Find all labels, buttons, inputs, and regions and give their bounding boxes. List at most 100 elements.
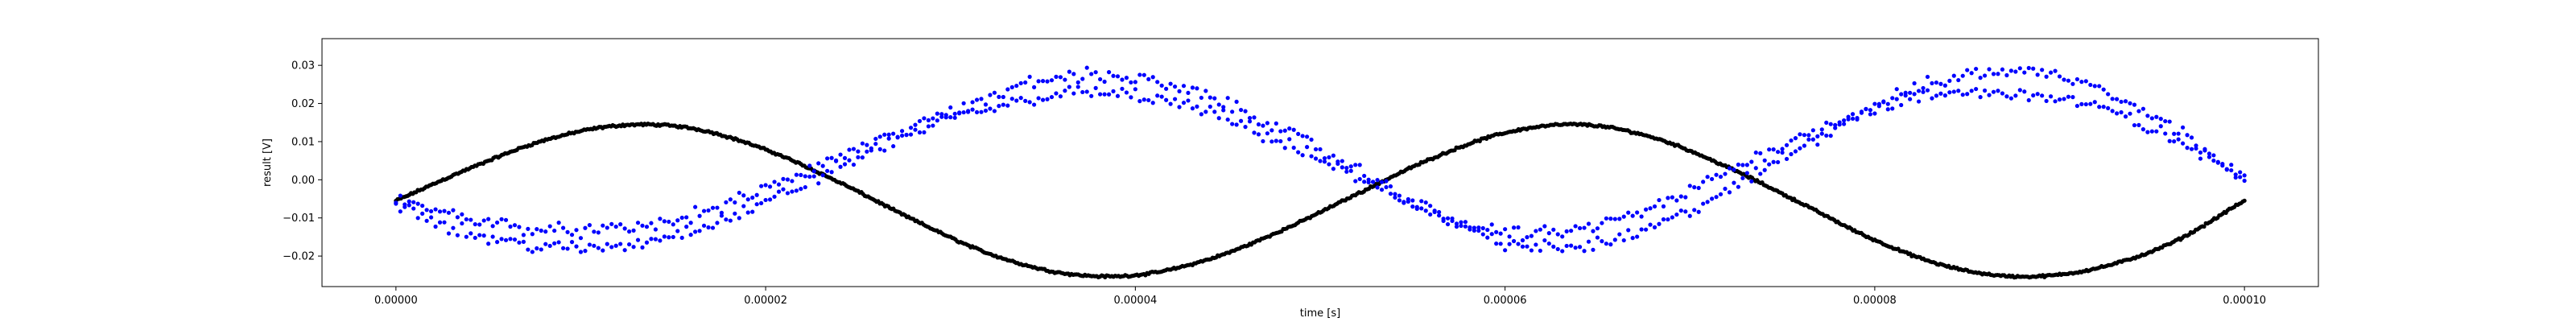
data-point bbox=[1674, 212, 1679, 217]
data-point bbox=[2008, 96, 2013, 101]
data-point bbox=[640, 223, 645, 228]
data-point bbox=[974, 109, 980, 115]
x-tick-label: 0.00000 bbox=[374, 295, 418, 307]
data-point bbox=[1243, 109, 1248, 114]
data-point bbox=[2220, 161, 2225, 167]
data-point bbox=[772, 180, 777, 184]
data-point bbox=[609, 221, 614, 226]
data-point bbox=[2013, 93, 2018, 98]
data-point bbox=[508, 224, 513, 229]
data-point bbox=[675, 229, 680, 233]
data-point bbox=[1199, 95, 1203, 101]
data-point bbox=[2202, 148, 2207, 153]
data-point bbox=[1454, 224, 1459, 229]
data-point bbox=[1054, 74, 1059, 79]
data-point bbox=[2110, 97, 2115, 101]
data-point bbox=[556, 221, 561, 225]
data-point bbox=[1049, 78, 1055, 83]
data-point bbox=[1005, 87, 1010, 92]
data-point bbox=[469, 231, 473, 236]
x-tick-label: 0.00004 bbox=[1113, 295, 1157, 307]
data-point bbox=[1437, 213, 1442, 218]
data-point bbox=[1771, 147, 1776, 152]
data-point bbox=[2074, 76, 2079, 82]
data-point bbox=[1282, 128, 1287, 133]
data-point bbox=[420, 211, 425, 216]
data-point bbox=[1045, 97, 1050, 101]
data-point bbox=[1991, 89, 1996, 94]
data-point bbox=[1643, 207, 1649, 212]
data-point bbox=[1106, 70, 1112, 75]
data-point bbox=[719, 210, 724, 215]
data-point bbox=[583, 225, 588, 230]
data-point bbox=[781, 176, 786, 181]
data-point bbox=[658, 238, 663, 243]
data-point bbox=[992, 109, 997, 114]
data-point bbox=[1274, 138, 1278, 143]
data-point bbox=[1705, 175, 1710, 180]
data-point bbox=[622, 226, 627, 231]
data-point bbox=[1018, 96, 1023, 101]
data-point bbox=[1996, 89, 2000, 93]
data-point bbox=[988, 106, 993, 111]
data-point bbox=[596, 246, 601, 250]
data-point bbox=[613, 243, 618, 248]
data-point bbox=[1564, 229, 1569, 234]
data-point bbox=[745, 197, 750, 202]
data-point bbox=[503, 217, 509, 222]
data-point bbox=[891, 144, 896, 149]
data-point bbox=[662, 234, 667, 239]
data-point bbox=[1186, 98, 1191, 103]
data-point bbox=[807, 174, 812, 180]
data-point bbox=[715, 205, 720, 210]
data-point bbox=[974, 97, 980, 102]
data-point bbox=[547, 243, 552, 249]
data-point bbox=[596, 230, 601, 235]
data-point bbox=[411, 206, 416, 211]
data-point bbox=[1868, 112, 1873, 117]
y-tick-label: 0.00 bbox=[291, 175, 315, 187]
data-point bbox=[2211, 158, 2216, 163]
data-point bbox=[1784, 156, 1790, 162]
data-point bbox=[2215, 160, 2220, 165]
data-point bbox=[1441, 218, 1446, 223]
data-point bbox=[1137, 72, 1142, 77]
data-point bbox=[1141, 72, 1146, 77]
data-point bbox=[1837, 122, 1842, 127]
data-point bbox=[1058, 75, 1063, 80]
data-point bbox=[618, 242, 623, 246]
data-point bbox=[697, 213, 702, 218]
data-point bbox=[1591, 247, 1596, 252]
data-point bbox=[508, 237, 513, 242]
data-point bbox=[1617, 217, 1622, 221]
data-point bbox=[1736, 184, 1740, 189]
data-point bbox=[1155, 93, 1160, 98]
data-point bbox=[1723, 171, 1728, 176]
data-point bbox=[790, 179, 795, 184]
data-point bbox=[569, 233, 575, 237]
data-point bbox=[1678, 208, 1683, 213]
data-point bbox=[790, 189, 795, 194]
data-point bbox=[860, 155, 865, 160]
data-point bbox=[1084, 89, 1089, 94]
data-point bbox=[1859, 109, 1864, 114]
data-point bbox=[970, 100, 975, 105]
data-point bbox=[820, 163, 825, 168]
data-point bbox=[1375, 178, 1380, 183]
data-point bbox=[900, 133, 905, 138]
data-point bbox=[1582, 225, 1587, 230]
data-point bbox=[574, 244, 579, 249]
data-point bbox=[649, 221, 654, 225]
data-point bbox=[741, 204, 746, 208]
data-point bbox=[2172, 139, 2177, 144]
y-tick-label: 0.01 bbox=[291, 136, 315, 148]
data-point bbox=[635, 237, 641, 242]
data-point bbox=[851, 147, 857, 151]
data-point bbox=[490, 224, 495, 229]
data-point bbox=[1384, 179, 1389, 184]
data-point bbox=[1714, 195, 1719, 200]
data-point bbox=[1278, 129, 1283, 134]
data-point bbox=[460, 221, 464, 226]
data-point bbox=[1397, 193, 1402, 198]
data-point bbox=[820, 173, 825, 178]
